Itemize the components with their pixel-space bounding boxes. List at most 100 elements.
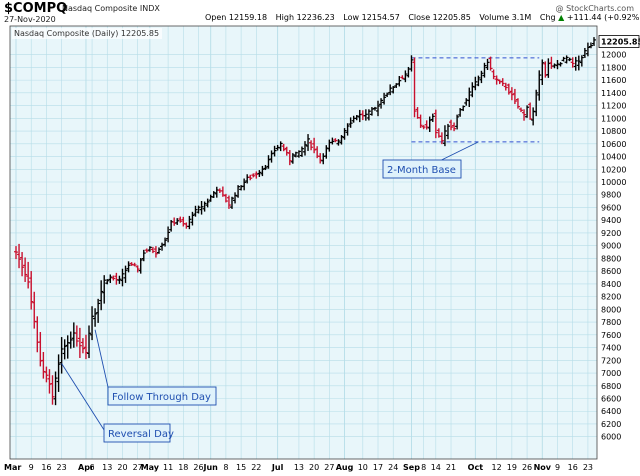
ohlc-bar xyxy=(455,114,460,130)
ohlc-bar xyxy=(500,78,505,86)
ohlc-bar xyxy=(379,98,384,109)
ohlc-bar xyxy=(287,150,292,166)
ohlc-bar xyxy=(445,123,450,140)
quote-date: 27-Nov-2020 xyxy=(4,15,56,24)
ohlc-bar xyxy=(506,83,511,95)
ohlc-bar xyxy=(348,117,353,128)
ohlc-bar xyxy=(278,141,283,152)
ohlc-bar xyxy=(306,134,311,151)
x-tick-label: 23 xyxy=(57,463,67,472)
ohlc-bar xyxy=(199,201,204,215)
ohlc-bar xyxy=(509,87,514,101)
ohlc-bar xyxy=(26,261,31,289)
ohlc-bar xyxy=(345,123,350,136)
ohlc-bar xyxy=(74,325,79,347)
ohlc-bar xyxy=(400,75,405,80)
ohlc-bar xyxy=(366,109,371,121)
y-tick-label: 8200 xyxy=(601,293,621,302)
ohlc-bar xyxy=(421,125,426,130)
ohlc-bar xyxy=(202,201,207,212)
ohlc-bar xyxy=(488,56,493,71)
y-tick-label: 7400 xyxy=(601,344,621,353)
y-tick-label: 9200 xyxy=(601,229,621,238)
ohlc-bar xyxy=(409,55,414,72)
ohlc-bar xyxy=(525,105,530,118)
x-tick-label: 11 xyxy=(163,463,173,472)
y-tick-label: 6000 xyxy=(601,433,621,442)
ohlc-bar xyxy=(111,275,116,281)
ohlc-bar xyxy=(59,337,64,374)
ohlc-bar xyxy=(318,153,323,164)
ohlc-bar xyxy=(187,215,192,230)
ohlc-bar xyxy=(117,275,122,284)
ohlc-bar xyxy=(126,261,131,273)
ohlc-bar xyxy=(582,47,587,58)
annotation-label: Follow Through Day xyxy=(112,392,211,403)
ohlc-bar xyxy=(558,62,563,67)
x-tick-label: 8 xyxy=(223,463,228,472)
ohlc-bar xyxy=(385,92,390,98)
ohlc-bar xyxy=(141,249,146,262)
y-axis: 6000 6200 6400 6600 6800 7000 7200 7400 7600 7800… xyxy=(601,51,626,442)
ohlc-bar xyxy=(266,155,271,169)
low-value: 12154.57 xyxy=(361,13,400,22)
ohlc-bar xyxy=(68,331,73,349)
y-tick-label: 6600 xyxy=(601,395,621,404)
ohlc-bar xyxy=(452,122,457,132)
ohlc-bar xyxy=(153,246,158,258)
ohlc-bar xyxy=(156,247,161,254)
x-tick-label: Jun xyxy=(203,463,219,472)
ohlc-bar xyxy=(50,375,55,405)
x-tick-label: 17 xyxy=(373,463,383,472)
annotations: 2-Month Base Follow Through Day Reversal D… xyxy=(61,141,479,443)
change-arrow-icon: ▲ xyxy=(558,13,565,22)
annotation-callout: Follow Through Day xyxy=(94,329,217,406)
x-tick-label: 8 xyxy=(421,463,426,472)
ohlc-bar xyxy=(299,146,304,157)
ohlc-bar xyxy=(190,211,195,226)
y-tick-label: 9000 xyxy=(601,242,621,251)
y-tick-label: 11600 xyxy=(601,76,626,85)
ohlc-bar xyxy=(144,248,149,253)
y-tick-label: 11400 xyxy=(601,89,626,98)
ohlc-bar xyxy=(342,128,347,140)
ohlc-bar xyxy=(418,114,423,128)
ohlc-bar xyxy=(163,237,168,247)
ohlc-bar xyxy=(150,246,155,254)
ohlc-bar xyxy=(138,258,143,274)
y-tick-label: 6200 xyxy=(601,420,621,429)
ohlc-bar xyxy=(473,76,478,91)
y-tick-label: 7600 xyxy=(601,331,621,340)
ohlc-bar xyxy=(555,59,560,70)
ohlc-bar xyxy=(467,87,472,108)
ohlc-bar xyxy=(257,170,262,177)
x-tick-label: Oct xyxy=(468,463,484,472)
last-value-box xyxy=(598,35,640,48)
ohlc-bar xyxy=(296,150,301,158)
ohlc-bars xyxy=(14,37,596,406)
ohlc-bar xyxy=(23,257,28,282)
x-tick-label: 16 xyxy=(41,463,51,472)
ohlc-bar xyxy=(123,265,128,283)
x-tick-label: Mar xyxy=(4,463,21,472)
copyright-label[interactable]: @ StockCharts.com xyxy=(555,4,634,13)
open-label: Open xyxy=(205,13,227,22)
ohlc-bar xyxy=(17,243,22,269)
y-tick-label: 8400 xyxy=(601,280,621,289)
ohlc-bar xyxy=(312,137,317,154)
x-tick-label: Aug xyxy=(336,463,354,472)
ohlc-bar xyxy=(87,325,92,359)
x-tick-label: 9 xyxy=(29,463,34,472)
legend-label: Nasdaq Composite (Daily) 12205.85 xyxy=(14,29,159,38)
x-tick-label: 19 xyxy=(507,463,517,472)
ohlc-bar xyxy=(147,246,152,252)
y-tick-label: 8800 xyxy=(601,254,621,263)
y-tick-label: 6400 xyxy=(601,407,621,416)
ohlc-bar xyxy=(80,338,85,354)
ohlc-bar xyxy=(546,58,551,78)
ohlc-bar xyxy=(330,137,335,145)
y-tick-label: 9400 xyxy=(601,216,621,225)
y-tick-label: 10000 xyxy=(601,178,626,187)
